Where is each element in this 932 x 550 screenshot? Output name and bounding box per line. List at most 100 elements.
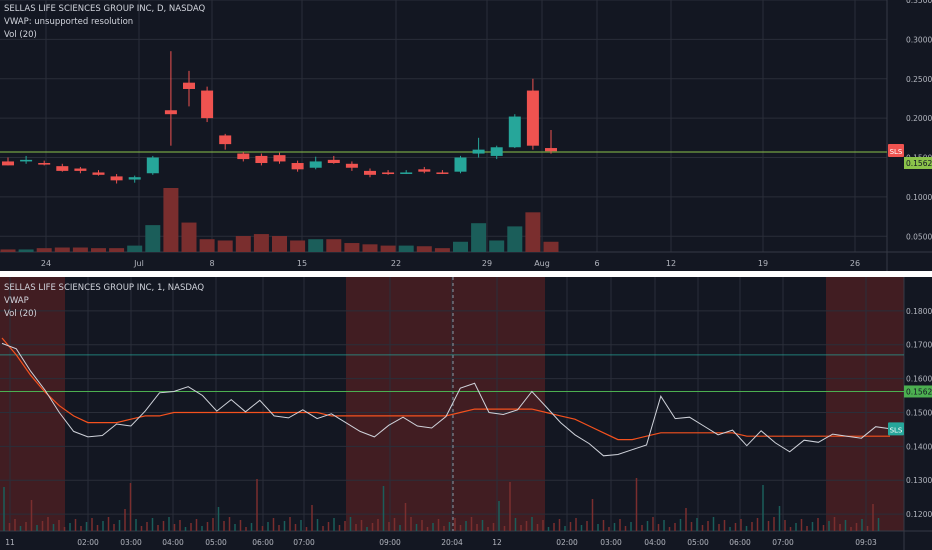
volume-bar[interactable] — [254, 234, 269, 252]
candle-body[interactable] — [183, 83, 195, 89]
time-tick-label: 11 — [5, 538, 15, 547]
volume-bar[interactable] — [308, 239, 323, 252]
candle-body[interactable] — [56, 166, 68, 171]
price-tick-label: 0.1300 — [906, 476, 932, 485]
daily-chart-pane[interactable]: 0.35000.30000.25000.20000.15000.10000.05… — [0, 0, 932, 271]
price-tick-label: 0.1200 — [906, 510, 932, 519]
volume-bar[interactable] — [344, 243, 359, 252]
time-tick-label: Jul — [133, 259, 144, 268]
price-tick-label: 0.2500 — [906, 75, 932, 84]
volume-bar[interactable] — [381, 246, 396, 252]
volume-bar[interactable] — [109, 248, 124, 252]
candle-body[interactable] — [310, 161, 322, 167]
volume-bar[interactable] — [544, 242, 559, 252]
volume-bar[interactable] — [489, 240, 504, 252]
volume-bar[interactable] — [399, 246, 414, 252]
price-tick-label: 0.1500 — [906, 408, 932, 417]
volume-bar[interactable] — [182, 223, 197, 252]
time-tick-label: 26 — [850, 259, 860, 268]
time-tick-label: 19 — [758, 259, 768, 268]
volume-bar[interactable] — [507, 226, 522, 252]
time-tick-label: 09:03 — [855, 538, 877, 547]
volume-bar[interactable] — [272, 236, 287, 252]
daily-chart-title[interactable]: SELLAS LIFE SCIENCES GROUP INC, D, NASDA… — [4, 3, 205, 16]
candle-body[interactable] — [38, 163, 50, 165]
volume-bar[interactable] — [37, 248, 52, 252]
volume-bar[interactable] — [1, 249, 16, 252]
candle-body[interactable] — [545, 148, 557, 151]
candle-body[interactable] — [400, 172, 412, 174]
time-tick-label: 02:00 — [77, 538, 99, 547]
volume-bar[interactable] — [453, 242, 468, 252]
candle-body[interactable] — [292, 163, 304, 169]
intraday-chart-pane[interactable]: 0.1800 0.1700 0.1600 0.1500 0.1400 0.1300 0.12… — [0, 277, 932, 550]
volume-bar[interactable] — [218, 240, 233, 252]
volume-bar[interactable] — [163, 188, 178, 252]
last-price-tag: 0.1562 — [906, 387, 932, 396]
daily-chart-legend: SELLAS LIFE SCIENCES GROUP INC, D, NASDA… — [4, 3, 205, 42]
price-tick-label: 0.1600 — [906, 375, 932, 384]
volume-bar[interactable] — [236, 236, 251, 252]
candle-body[interactable] — [74, 169, 86, 171]
volume-bar[interactable] — [55, 248, 70, 252]
candle-body[interactable] — [219, 135, 231, 144]
candle-body[interactable] — [346, 164, 358, 168]
time-tick-label: 24 — [41, 259, 51, 268]
time-tick-label: 06:00 — [729, 538, 751, 547]
time-tick-label: 20:04 — [441, 538, 463, 547]
volume-bar[interactable] — [525, 212, 540, 252]
price-tick-label: 0.1700 — [906, 341, 932, 350]
time-tick-label: 05:00 — [205, 538, 227, 547]
candle-body[interactable] — [147, 158, 159, 174]
time-tick-label: 06:00 — [252, 538, 274, 547]
daily-volume-label[interactable]: Vol (20) — [4, 29, 205, 42]
candle-body[interactable] — [237, 154, 249, 160]
candle-body[interactable] — [129, 177, 141, 179]
volume-bar[interactable] — [471, 223, 486, 252]
daily-vwap-label[interactable]: VWAP: unsupported resolution — [4, 16, 205, 29]
candle-body[interactable] — [328, 160, 340, 163]
volume-bar[interactable] — [417, 246, 432, 252]
candle-body[interactable] — [473, 150, 485, 154]
candle-body[interactable] — [93, 172, 105, 174]
candle-body[interactable] — [364, 171, 376, 175]
candle-body[interactable] — [274, 155, 286, 161]
candle-body[interactable] — [2, 161, 14, 165]
time-tick-label: 05:00 — [687, 538, 709, 547]
volume-bar[interactable] — [363, 244, 378, 252]
volume-bar[interactable] — [127, 246, 142, 252]
symbol-tag: SLS — [890, 148, 903, 156]
candle-body[interactable] — [165, 110, 177, 114]
time-tick-label: 12 — [492, 538, 502, 547]
volume-bar[interactable] — [326, 239, 341, 252]
candle-body[interactable] — [201, 91, 213, 119]
volume-bar[interactable] — [19, 249, 34, 252]
price-tick-label: 0.3500 — [906, 0, 932, 5]
candle-body[interactable] — [111, 176, 123, 180]
candle-body[interactable] — [255, 156, 267, 163]
candle-body[interactable] — [455, 158, 467, 172]
symbol-tag: SLS — [890, 426, 903, 434]
price-tick-label: 0.1800 — [906, 307, 932, 316]
candle-body[interactable] — [509, 117, 521, 148]
volume-bar[interactable] — [91, 248, 106, 252]
intraday-vwap-label[interactable]: VWAP — [4, 295, 204, 308]
volume-bar[interactable] — [290, 240, 305, 252]
volume-bar[interactable] — [145, 225, 160, 252]
volume-bar[interactable] — [435, 248, 450, 252]
intraday-chart-title[interactable]: SELLAS LIFE SCIENCES GROUP INC, 1, NASDA… — [4, 282, 204, 295]
time-tick-label: 09:00 — [379, 538, 401, 547]
intraday-chart-legend: SELLAS LIFE SCIENCES GROUP INC, 1, NASDA… — [4, 282, 204, 321]
candle-body[interactable] — [382, 172, 394, 174]
candle-body[interactable] — [436, 172, 448, 174]
time-tick-label: 03:00 — [600, 538, 622, 547]
candle-body[interactable] — [491, 147, 503, 156]
intraday-volume-label[interactable]: Vol (20) — [4, 308, 204, 321]
time-tick-label: 07:00 — [293, 538, 315, 547]
volume-bar[interactable] — [73, 248, 88, 252]
candle-body[interactable] — [527, 91, 539, 146]
volume-bar[interactable] — [200, 239, 215, 252]
candle-body[interactable] — [20, 160, 32, 162]
candle-body[interactable] — [418, 169, 430, 171]
time-tick-label: 29 — [482, 259, 492, 268]
